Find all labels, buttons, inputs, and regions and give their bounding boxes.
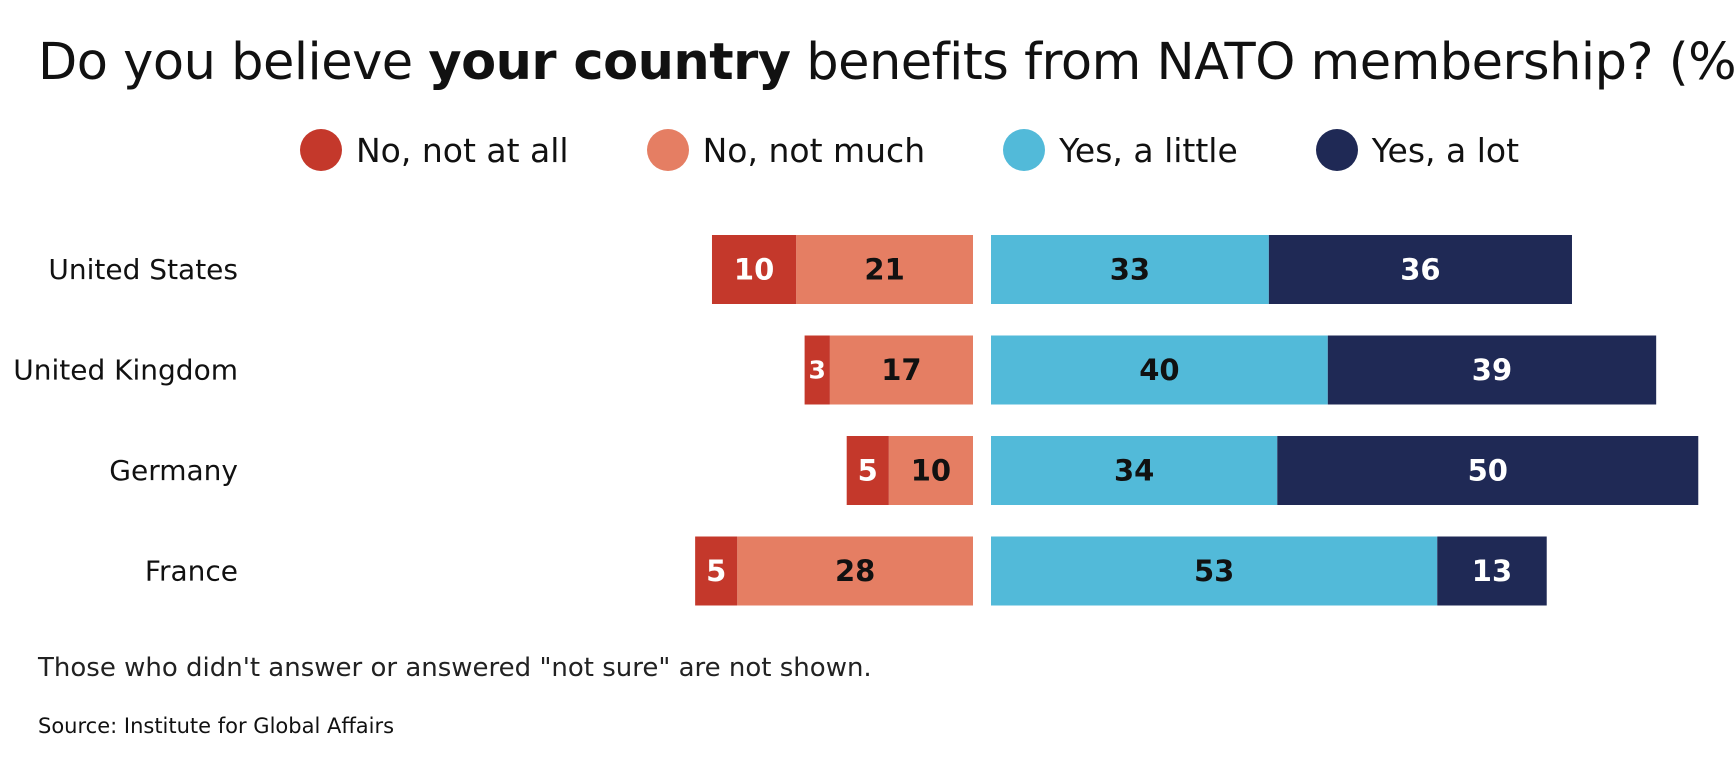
data-label-united-states-no-not-much: 21 xyxy=(864,253,904,287)
bar-germany-no-not-much xyxy=(888,436,973,505)
data-label-united-kingdom-no-not-at-all: 3 xyxy=(809,356,826,385)
source-note: Source: Institute for Global Affairs xyxy=(38,714,395,738)
bar-united-kingdom-no-not-much xyxy=(829,335,973,405)
bar-france-yes-a-little xyxy=(991,536,1438,606)
data-label-united-kingdom-yes-a-lot: 39 xyxy=(1472,353,1512,387)
legend-label: Yes, a lot xyxy=(1371,130,1520,170)
title-emphasis: your country xyxy=(428,33,791,92)
category-label-united-kingdom: United Kingdom xyxy=(13,354,238,387)
data-label-united-states-no-not-at-all: 10 xyxy=(734,253,774,287)
data-label-france-no-not-much: 28 xyxy=(835,554,875,588)
bar-germany-no-not-at-all xyxy=(846,436,889,505)
bar-germany-yes-a-little xyxy=(991,436,1278,505)
diverging-bar-chart: United States 21 10 33 36 United Kingdom 17 3 40… xyxy=(13,235,1699,606)
bar-france-yes-a-lot xyxy=(1437,536,1547,606)
bar-united-states-yes-a-little xyxy=(991,235,1269,304)
data-label-germany-no-not-much: 10 xyxy=(911,454,951,488)
legend-item-yes-a-little: Yes, a little xyxy=(1003,129,1238,171)
title-suffix: benefits from NATO membership? (%) xyxy=(790,33,1734,92)
data-label-germany-yes-a-lot: 50 xyxy=(1468,454,1508,488)
data-label-france-yes-a-lot: 13 xyxy=(1472,554,1512,588)
data-label-germany-no-not-at-all: 5 xyxy=(858,454,878,488)
category-label-united-states: United States xyxy=(48,253,238,286)
data-label-united-states-yes-a-lot: 36 xyxy=(1400,253,1440,287)
data-label-united-kingdom-no-not-much: 17 xyxy=(881,353,921,387)
chart-title: Do you believe your country benefits fro… xyxy=(38,28,1734,98)
legend-item-no-not-at-all: No, not at all xyxy=(300,129,569,171)
category-label-germany: Germany xyxy=(109,454,238,487)
legend-item-yes-a-lot: Yes, a lot xyxy=(1315,129,1520,171)
legend-item-no-not-much: No, not much xyxy=(646,129,926,171)
data-label-france-yes-a-little: 53 xyxy=(1194,554,1234,588)
legend-swatch xyxy=(646,129,689,171)
legend-swatch xyxy=(1003,129,1046,171)
legend-label: Yes, a little xyxy=(1059,130,1238,170)
data-label-germany-yes-a-little: 34 xyxy=(1114,454,1154,488)
bar-united-kingdom-yes-a-little xyxy=(991,335,1328,405)
data-label-united-kingdom-yes-a-little: 40 xyxy=(1139,353,1179,387)
legend-swatch xyxy=(1315,129,1358,171)
legend-label: No, not at all xyxy=(356,130,569,170)
bar-france-no-not-much xyxy=(737,536,973,606)
bar-united-kingdom-yes-a-lot xyxy=(1327,335,1657,405)
legend: No, not at all No, not much Yes, a littl… xyxy=(300,126,1519,174)
data-label-united-states-yes-a-little: 33 xyxy=(1110,253,1150,287)
category-label-france: France xyxy=(145,555,238,588)
bar-united-states-yes-a-lot xyxy=(1268,235,1572,304)
bar-france-no-not-at-all xyxy=(695,536,738,606)
footnote: Those who didn't answer or answered "not… xyxy=(38,653,872,683)
bar-united-states-no-not-much xyxy=(796,235,973,304)
bar-united-states-no-not-at-all xyxy=(711,235,797,304)
bar-united-kingdom-no-not-at-all xyxy=(804,335,830,405)
data-label-france-no-not-at-all: 5 xyxy=(706,554,726,588)
legend-swatch xyxy=(300,129,342,171)
legend-label: No, not much xyxy=(702,130,926,170)
bar-germany-yes-a-lot xyxy=(1277,436,1699,505)
title-prefix: Do you believe xyxy=(38,33,429,92)
